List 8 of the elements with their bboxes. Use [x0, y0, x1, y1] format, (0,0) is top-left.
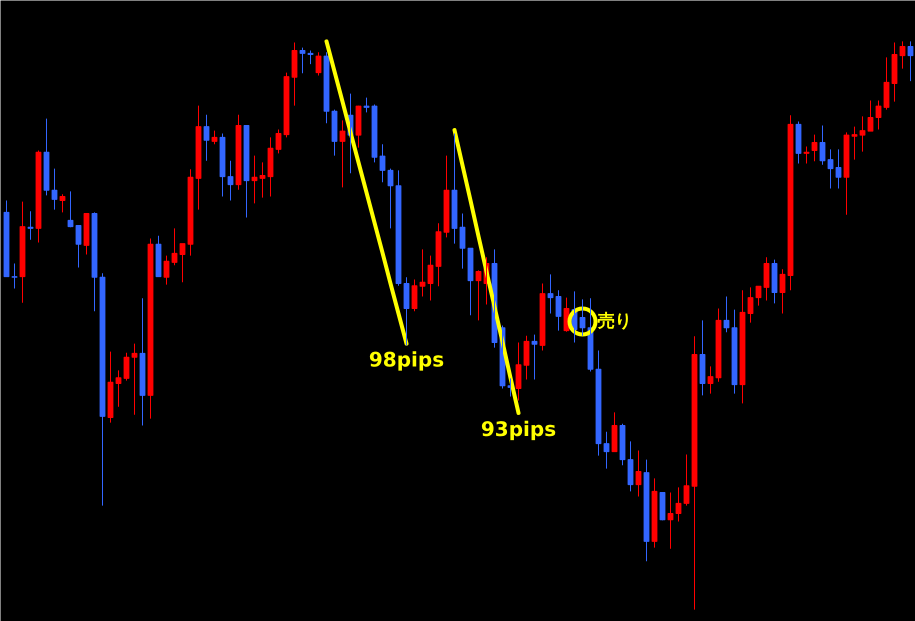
candlestick — [252, 155, 258, 204]
series-label: 98pips — [368, 348, 444, 372]
candlestick — [804, 146, 810, 164]
candlestick — [852, 126, 858, 160]
candlestick — [28, 210, 34, 240]
series-label: 売り — [598, 312, 632, 332]
candlestick — [364, 97, 370, 113]
series-label: 93pips — [480, 416, 556, 441]
